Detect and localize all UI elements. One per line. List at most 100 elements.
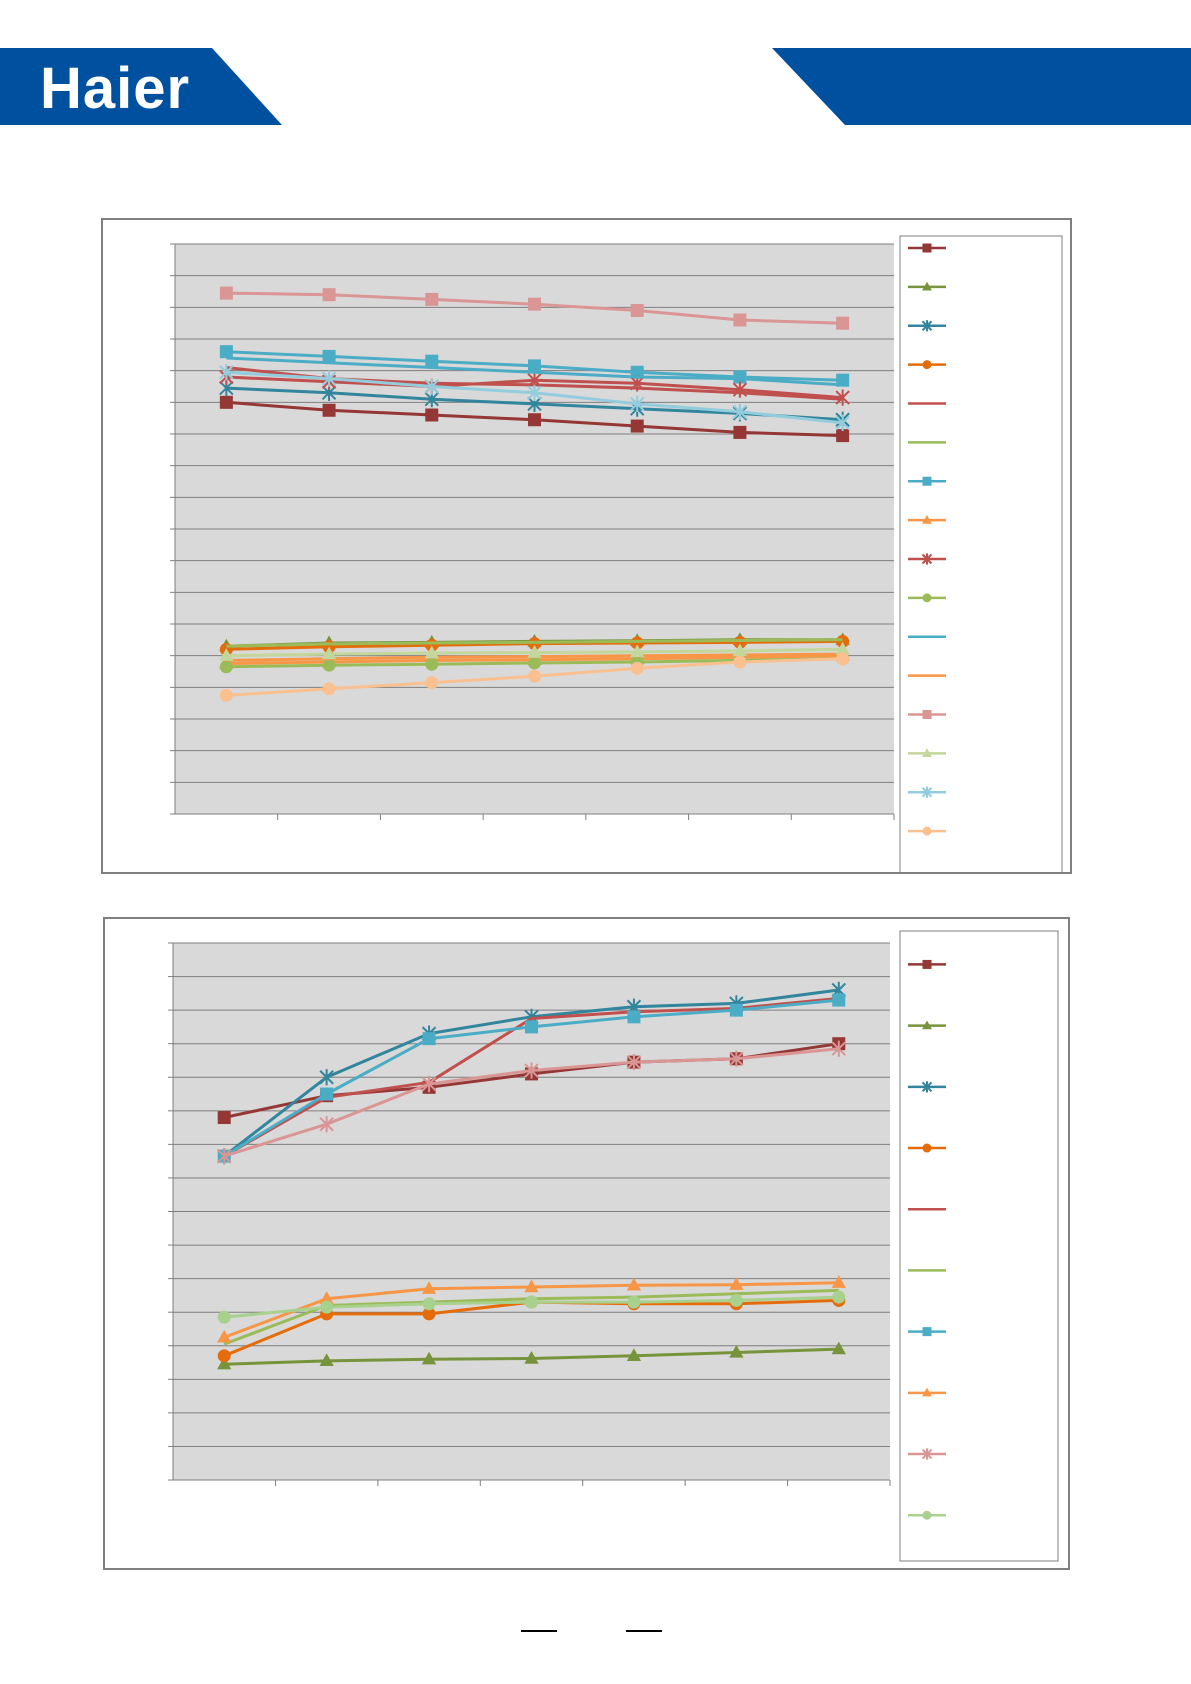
data-point xyxy=(524,1279,539,1293)
legend-key-marker xyxy=(922,1510,932,1520)
data-point xyxy=(421,1351,437,1365)
data-point xyxy=(528,669,541,683)
data-point xyxy=(836,429,850,443)
data-point xyxy=(217,1310,231,1324)
legend-key-marker xyxy=(922,1387,932,1397)
data-point xyxy=(319,1353,334,1367)
chart-2 xyxy=(103,917,1070,1570)
data-point xyxy=(219,660,233,674)
data-point xyxy=(835,389,850,406)
data-point xyxy=(422,1307,436,1321)
series-11 xyxy=(226,356,843,387)
data-point xyxy=(321,370,337,387)
series-8 xyxy=(217,1275,846,1343)
data-point xyxy=(733,313,747,327)
page-header: Haier xyxy=(0,0,1191,140)
data-point xyxy=(524,1062,539,1079)
data-point xyxy=(322,403,336,417)
chart-1 xyxy=(101,218,1072,874)
series-line xyxy=(226,638,843,648)
legend xyxy=(899,930,1059,1562)
legend xyxy=(899,235,1063,872)
legend-key-marker xyxy=(922,243,932,253)
data-point xyxy=(630,304,644,317)
data-point xyxy=(626,1277,642,1291)
series-line xyxy=(226,356,843,387)
legend-key-marker xyxy=(922,959,932,969)
data-point xyxy=(835,641,850,655)
data-point xyxy=(733,655,747,669)
data-point xyxy=(424,378,439,395)
data-point xyxy=(217,1356,232,1370)
data-point xyxy=(528,297,541,311)
header-right-banner xyxy=(772,48,1191,125)
data-point xyxy=(425,354,439,368)
data-point xyxy=(219,688,233,702)
data-point xyxy=(627,1010,641,1024)
data-point xyxy=(732,381,748,398)
data-point xyxy=(219,648,234,661)
series-13 xyxy=(219,286,850,330)
data-point xyxy=(835,414,850,432)
data-point xyxy=(528,656,541,670)
legend-key-marker xyxy=(922,826,932,836)
series-1 xyxy=(219,395,850,443)
legend-box xyxy=(899,235,1063,872)
data-point xyxy=(217,1111,231,1125)
data-point xyxy=(732,403,748,420)
legend-key-marker xyxy=(921,553,933,565)
legend-key-marker xyxy=(922,360,932,370)
data-point xyxy=(831,1040,846,1057)
data-point xyxy=(630,644,645,658)
legend-key-marker xyxy=(922,281,932,291)
footer-mark-right xyxy=(626,1630,662,1632)
data-point xyxy=(219,345,233,359)
data-point xyxy=(425,657,439,671)
brand-logo: Haier xyxy=(40,56,190,121)
series-9 xyxy=(217,1040,846,1165)
series-16 xyxy=(219,652,850,702)
data-point xyxy=(524,1351,539,1364)
data-point xyxy=(425,292,439,306)
data-point xyxy=(733,425,747,439)
legend-key-marker xyxy=(922,748,932,757)
data-point xyxy=(527,645,542,658)
data-point xyxy=(322,658,336,672)
data-point xyxy=(525,1295,538,1309)
data-point xyxy=(836,316,850,330)
data-point xyxy=(219,286,233,300)
data-point xyxy=(320,1087,334,1101)
header-graphics: Haier xyxy=(0,48,1191,125)
data-point xyxy=(421,1075,437,1093)
data-point xyxy=(321,646,337,660)
data-point xyxy=(528,413,541,427)
data-point xyxy=(319,1291,334,1304)
data-point xyxy=(832,993,846,1007)
data-point xyxy=(729,1344,744,1358)
data-point xyxy=(630,395,645,413)
chart-1-svg xyxy=(170,235,1063,872)
data-point xyxy=(836,652,850,666)
data-point xyxy=(424,645,439,659)
data-point xyxy=(219,395,233,409)
data-point xyxy=(626,1348,642,1362)
series-7 xyxy=(219,345,850,387)
data-point xyxy=(630,636,644,650)
series-15 xyxy=(219,364,850,432)
data-point xyxy=(422,1032,436,1046)
data-point xyxy=(322,682,336,696)
data-point xyxy=(525,1020,538,1034)
data-point xyxy=(630,419,644,433)
data-point xyxy=(217,1349,231,1363)
data-point xyxy=(528,359,541,373)
series-2 xyxy=(217,1341,846,1370)
legend-key-marker xyxy=(922,476,932,486)
legend-key-marker xyxy=(921,1081,933,1093)
data-point xyxy=(527,384,542,401)
legend-key-marker xyxy=(922,1327,932,1337)
footer-mark-left xyxy=(521,1630,557,1632)
data-point xyxy=(422,1297,436,1311)
data-point xyxy=(630,661,644,675)
data-point xyxy=(831,1275,846,1288)
data-point xyxy=(217,1329,232,1343)
